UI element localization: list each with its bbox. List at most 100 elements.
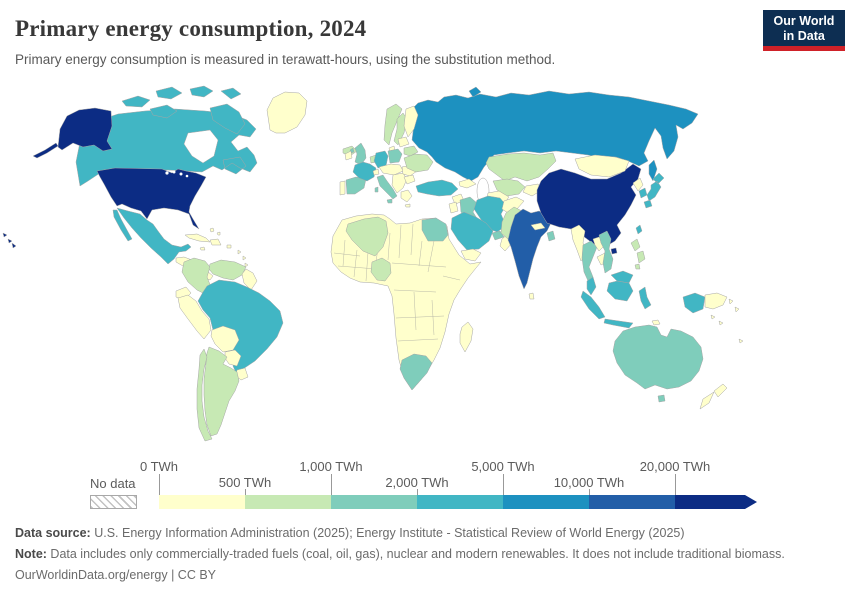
country-thailand[interactable]: [581, 240, 598, 284]
country-madagascar[interactable]: [459, 321, 474, 353]
country-north-korea[interactable]: [632, 177, 644, 192]
islands-bahamas[interactable]: [209, 227, 221, 236]
legend-no-data-label: No data: [90, 476, 136, 491]
country-switzerland[interactable]: [372, 168, 380, 176]
region-africa[interactable]: [330, 213, 482, 391]
region-caucasus[interactable]: [458, 178, 477, 189]
legend-color-segment[interactable]: [675, 495, 745, 509]
country-egypt[interactable]: [421, 217, 449, 242]
note-label: Note:: [15, 547, 47, 561]
islands-caribbean[interactable]: [199, 244, 249, 268]
country-vietnam[interactable]: [598, 230, 614, 274]
legend-color-segment[interactable]: [245, 495, 331, 509]
legend-tick-label: 2,000 TWh: [385, 475, 449, 490]
country-algeria[interactable]: [345, 216, 389, 257]
island-sakhalin[interactable]: [648, 159, 658, 182]
country-malaysia[interactable]: [586, 270, 634, 296]
country-indonesia[interactable]: [580, 280, 706, 329]
country-poland[interactable]: [387, 148, 403, 164]
country-france[interactable]: [352, 161, 377, 182]
country-japan[interactable]: [643, 172, 665, 209]
country-greece[interactable]: [400, 189, 413, 208]
country-mexico[interactable]: [112, 207, 192, 265]
country-canada[interactable]: [75, 108, 258, 187]
hudson-bay: [183, 129, 219, 164]
great-lakes: [165, 170, 189, 178]
legend-color-segment[interactable]: [589, 495, 675, 509]
legend-color-segment[interactable]: [417, 495, 503, 509]
country-saudi-arabia[interactable]: [450, 211, 494, 251]
page-title: Primary energy consumption, 2024: [15, 16, 367, 41]
map-legend: No data 0 TWh 500 TWh 1,000 TWh 2,000 TWh 5,0…: [0, 455, 850, 515]
legend-color-segment[interactable]: [503, 495, 589, 509]
country-china[interactable]: [536, 163, 642, 255]
data-source-text: U.S. Energy Information Administration (…: [90, 526, 685, 540]
legend-tick-label: 500 TWh: [218, 475, 272, 490]
country-usa[interactable]: [96, 167, 207, 230]
legend-tick: [159, 474, 160, 495]
country-spain[interactable]: [345, 176, 367, 195]
country-taiwan[interactable]: [635, 224, 643, 235]
country-mongolia[interactable]: [574, 154, 630, 178]
region-levant[interactable]: [448, 201, 459, 214]
country-cuba[interactable]: [184, 233, 211, 243]
owid-logo-line2: in Data: [783, 29, 825, 43]
legend-color-segment[interactable]: [159, 495, 245, 509]
country-sri-lanka[interactable]: [528, 292, 535, 300]
note-text: Data includes only commercially-traded f…: [46, 547, 785, 561]
country-norway[interactable]: [383, 103, 403, 146]
country-chile[interactable]: [196, 348, 213, 442]
country-nigeria[interactable]: [370, 257, 392, 282]
country-turkey[interactable]: [415, 179, 459, 197]
country-portugal[interactable]: [339, 180, 346, 196]
legend-tick-label: 5,000 TWh: [471, 459, 535, 474]
country-ireland[interactable]: [344, 150, 353, 161]
legend-tick: [245, 489, 246, 495]
country-venezuela[interactable]: [208, 259, 247, 281]
islands-novaya-zemlya[interactable]: [468, 86, 482, 98]
country-usa-hawaii[interactable]: [2, 232, 17, 249]
country-belarus[interactable]: [403, 145, 419, 157]
owid-logo-line1: Our World: [773, 14, 835, 28]
islands-pacific[interactable]: [710, 314, 744, 344]
country-bolivia[interactable]: [210, 325, 240, 353]
country-peru[interactable]: [177, 294, 212, 340]
island-hispaniola[interactable]: [209, 238, 222, 246]
country-usa-alaska[interactable]: [32, 107, 113, 159]
country-south-korea[interactable]: [638, 187, 648, 199]
country-laos[interactable]: [592, 236, 606, 252]
legend-color-segment[interactable]: [331, 495, 417, 509]
note-line: Note: Data includes only commercially-tr…: [15, 547, 835, 561]
country-australia[interactable]: [612, 324, 704, 390]
region-balkans[interactable]: [391, 172, 408, 194]
country-nepal[interactable]: [530, 222, 546, 231]
country-greenland[interactable]: [266, 91, 308, 134]
country-argentina[interactable]: [203, 346, 240, 437]
country-italy[interactable]: [374, 174, 398, 204]
license-line[interactable]: OurWorldinData.org/energy | CC BY: [15, 568, 217, 582]
country-timor[interactable]: [651, 319, 661, 326]
country-india[interactable]: [507, 208, 552, 290]
owid-logo-text: Our World in Data: [763, 10, 845, 46]
country-ukraine[interactable]: [403, 153, 434, 173]
country-papua-new-guinea[interactable]: [704, 292, 740, 313]
data-source-label: Data source:: [15, 526, 91, 540]
legend-no-data-swatch[interactable]: [90, 495, 137, 509]
legend-tick: [675, 474, 676, 495]
region-baltic-states[interactable]: [397, 136, 410, 148]
country-finland[interactable]: [403, 105, 419, 138]
country-south-africa[interactable]: [399, 353, 433, 391]
country-russia[interactable]: [410, 90, 699, 182]
canada-arctic-islands[interactable]: [121, 85, 246, 135]
country-bulgaria[interactable]: [403, 174, 416, 185]
country-new-zealand[interactable]: [699, 383, 728, 410]
legend-tick-label: 10,000 TWh: [553, 475, 625, 490]
country-bangladesh[interactable]: [546, 230, 556, 242]
island-tasmania[interactable]: [657, 394, 666, 403]
country-philippines[interactable]: [630, 238, 646, 270]
chart-subtitle: Primary energy consumption is measured i…: [15, 52, 556, 67]
country-yemen[interactable]: [460, 248, 482, 262]
owid-logo-red-bar: [763, 46, 845, 51]
world-choropleth-map: [2, 85, 744, 442]
country-kazakhstan[interactable]: [485, 152, 557, 182]
